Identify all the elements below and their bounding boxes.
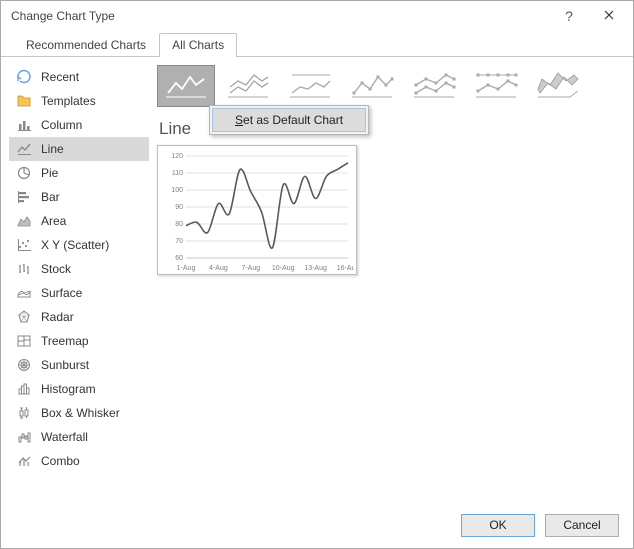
svg-text:70: 70 (175, 238, 183, 245)
subtype-stacked-line-with-markers[interactable] (405, 65, 463, 107)
sidebar-item-bar[interactable]: Bar (9, 185, 149, 209)
sidebar-item-box-whisker[interactable]: Box & Whisker (9, 401, 149, 425)
line-icon (15, 140, 33, 158)
recent-icon (15, 68, 33, 86)
sidebar-item-recent[interactable]: Recent (9, 65, 149, 89)
content-area: Set as Default Chart Line 60708090100110… (157, 65, 621, 502)
svg-text:90: 90 (175, 204, 183, 211)
sidebar-item-label: Line (41, 142, 64, 156)
sidebar-item-stock[interactable]: Stock (9, 257, 149, 281)
sidebar-item-waterfall[interactable]: Waterfall (9, 425, 149, 449)
menu-accelerator: S (235, 113, 243, 127)
sidebar-item-column[interactable]: Column (9, 113, 149, 137)
subtype-stacked-line[interactable] (219, 65, 277, 107)
sidebar-item-label: Histogram (41, 382, 96, 396)
sidebar-item-label: Pie (41, 166, 58, 180)
svg-text:13-Aug: 13-Aug (304, 265, 327, 272)
scatter-icon (15, 236, 33, 254)
change-chart-type-dialog: Change Chart Type ? Recommended Charts A… (0, 0, 634, 549)
sidebar-item-scatter[interactable]: X Y (Scatter) (9, 233, 149, 257)
sidebar-item-area[interactable]: Area (9, 209, 149, 233)
sidebar-item-label: Area (41, 214, 66, 228)
box-whisker-icon (15, 404, 33, 422)
chart-preview-svg: 60 70 80 90 100 110 120 1-Aug 4-Aug 7-Aug 10-Aug 13… (162, 150, 354, 272)
stock-icon (15, 260, 33, 278)
column-icon (15, 116, 33, 134)
sidebar-item-label: Waterfall (41, 430, 88, 444)
svg-text:110: 110 (172, 170, 183, 177)
waterfall-icon (15, 428, 33, 446)
cancel-button[interactable]: Cancel (545, 514, 619, 537)
chart-preview[interactable]: 60 70 80 90 100 110 120 1-Aug 4-Aug 7-Aug 10-Aug 13… (157, 145, 357, 275)
svg-text:16-Aug: 16-Aug (337, 265, 354, 272)
surface-icon (15, 284, 33, 302)
sidebar-item-line[interactable]: Line (9, 137, 149, 161)
subtype-100-stacked-line[interactable] (281, 65, 339, 107)
help-icon: ? (565, 8, 573, 24)
tab-all-charts[interactable]: All Charts (159, 33, 237, 57)
svg-text:60: 60 (175, 255, 183, 262)
sidebar-item-histogram[interactable]: Histogram (9, 377, 149, 401)
tab-recommended-charts[interactable]: Recommended Charts (13, 33, 159, 57)
sidebar-item-combo[interactable]: Combo (9, 449, 149, 473)
svg-text:80: 80 (175, 221, 183, 228)
sidebar-item-radar[interactable]: Radar (9, 305, 149, 329)
templates-icon (15, 92, 33, 110)
dialog-body: Recent Templates Column Line (1, 57, 633, 502)
sidebar-item-label: Column (41, 118, 82, 132)
sunburst-icon (15, 356, 33, 374)
bar-icon (15, 188, 33, 206)
subtype-100-stacked-line-with-markers[interactable] (467, 65, 525, 107)
sidebar-item-sunburst[interactable]: Sunburst (9, 353, 149, 377)
sidebar-item-label: Templates (41, 94, 96, 108)
sidebar-item-label: Radar (41, 310, 74, 324)
menu-set-as-default-chart[interactable]: Set as Default Chart (212, 108, 366, 132)
svg-text:120: 120 (171, 153, 183, 160)
subtype-line-with-markers[interactable] (343, 65, 401, 107)
svg-text:10-Aug: 10-Aug (272, 265, 295, 272)
histogram-icon (15, 380, 33, 398)
combo-icon (15, 452, 33, 470)
svg-text:7-Aug: 7-Aug (241, 265, 260, 272)
sidebar-item-pie[interactable]: Pie (9, 161, 149, 185)
close-icon (604, 9, 614, 23)
svg-text:1-Aug: 1-Aug (177, 265, 196, 272)
treemap-icon (15, 332, 33, 350)
menu-label-rest: et as Default Chart (243, 113, 343, 127)
pie-icon (15, 164, 33, 182)
sidebar-item-label: X Y (Scatter) (41, 238, 109, 252)
sidebar-item-label: Sunburst (41, 358, 89, 372)
sidebar-item-label: Combo (41, 454, 80, 468)
context-menu: Set as Default Chart (209, 105, 369, 135)
radar-icon (15, 308, 33, 326)
sidebar-item-templates[interactable]: Templates (9, 89, 149, 113)
sidebar-item-label: Treemap (41, 334, 89, 348)
sidebar-item-treemap[interactable]: Treemap (9, 329, 149, 353)
sidebar-item-label: Recent (41, 70, 79, 84)
svg-text:100: 100 (171, 187, 183, 194)
sidebar-item-label: Bar (41, 190, 60, 204)
sidebar-item-surface[interactable]: Surface (9, 281, 149, 305)
sidebar-item-label: Stock (41, 262, 71, 276)
window-title: Change Chart Type (11, 9, 115, 23)
dialog-footer: OK Cancel (1, 502, 633, 548)
titlebar: Change Chart Type ? (1, 1, 633, 31)
line-subtype-row: Set as Default Chart (157, 65, 621, 107)
ok-button[interactable]: OK (461, 514, 535, 537)
help-button[interactable]: ? (549, 2, 589, 30)
close-button[interactable] (589, 2, 629, 30)
sidebar-item-label: Surface (41, 286, 82, 300)
area-icon (15, 212, 33, 230)
subtype-line[interactable] (157, 65, 215, 107)
chart-category-sidebar: Recent Templates Column Line (9, 65, 149, 502)
tabs-row: Recommended Charts All Charts (1, 31, 633, 57)
sidebar-item-label: Box & Whisker (41, 406, 120, 420)
subtype-3d-line[interactable] (529, 65, 587, 107)
svg-text:4-Aug: 4-Aug (209, 265, 228, 272)
